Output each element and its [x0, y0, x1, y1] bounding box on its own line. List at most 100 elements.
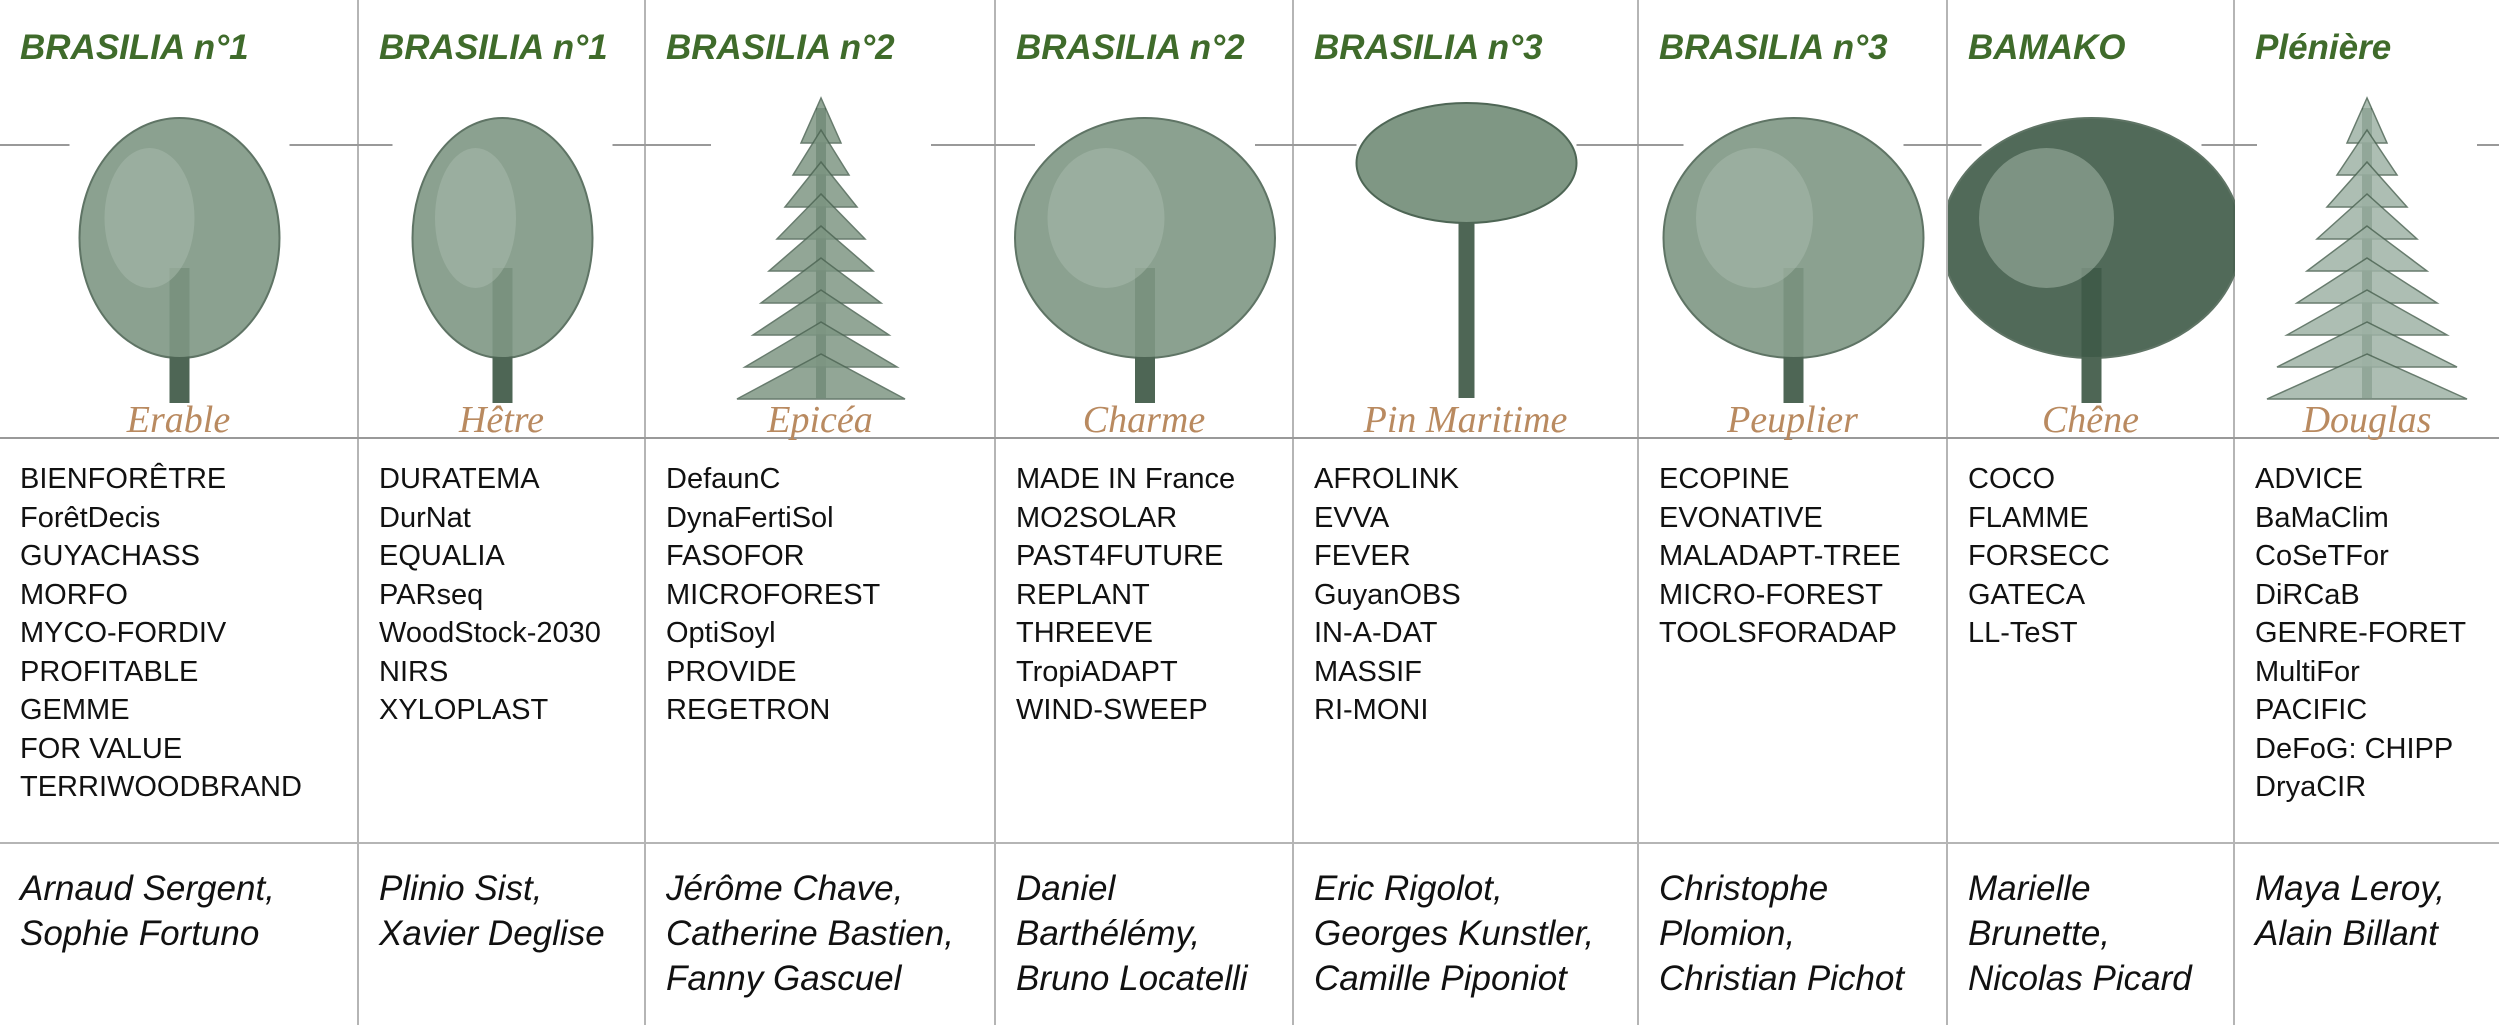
chair-line: Christian Pichot: [1659, 956, 1904, 1001]
tree-illustration: [359, 88, 646, 448]
project: CoSeTFor: [2255, 537, 2466, 576]
column: BRASILIA n°2CharmeMADE IN FranceMO2SOLAR…: [996, 0, 1294, 1025]
chair-line: Georges Kunstler,: [1314, 911, 1594, 956]
room-name: BRASILIA n°2: [1016, 28, 1245, 68]
project: FEVER: [1314, 537, 1461, 576]
chairs: Maya Leroy,Alain Billant: [2255, 866, 2445, 956]
project: EVONATIVE: [1659, 499, 1901, 538]
tree-drawing-part: [435, 148, 516, 288]
project: IN-A-DAT: [1314, 614, 1461, 653]
tree-name: Douglas: [2235, 398, 2499, 442]
project: LL-TeST: [1968, 614, 2110, 653]
tree-illustration: [2235, 88, 2499, 448]
chair-line: Fanny Gascuel: [666, 956, 954, 1001]
tree-illustration: [1948, 88, 2235, 448]
chair-line: Catherine Bastien,: [666, 911, 954, 956]
tree-illustration: [1294, 88, 1639, 448]
project: DurNat: [379, 499, 601, 538]
chair-line: Nicolas Picard: [1968, 956, 2192, 1001]
project: FLAMME: [1968, 499, 2110, 538]
project: PROFITABLE: [20, 653, 302, 692]
page: BRASILIA n°1ErableBIENFORÊTREForêtDecisG…: [0, 0, 2499, 1025]
project: NIRS: [379, 653, 601, 692]
project: GuyanOBS: [1314, 576, 1461, 615]
chair-line: Daniel: [1016, 866, 1248, 911]
tree-drawing-part: [1048, 148, 1165, 288]
project: MO2SOLAR: [1016, 499, 1235, 538]
project: AFROLINK: [1314, 460, 1461, 499]
project: DefaunC: [666, 460, 880, 499]
project: TOOLSFORADAP: [1659, 614, 1901, 653]
project: MALADAPT-TREE: [1659, 537, 1901, 576]
project: PROVIDE: [666, 653, 880, 692]
chairs: Eric Rigolot,Georges Kunstler,Camille Pi…: [1314, 866, 1594, 1001]
tree-drawing-part: [1357, 103, 1577, 223]
project: RI-MONI: [1314, 691, 1461, 730]
tree-illustration: [1639, 88, 1948, 448]
project: MICRO-FOREST: [1659, 576, 1901, 615]
project: OptiSoyl: [666, 614, 880, 653]
chair-line: Barthélémy,: [1016, 911, 1248, 956]
tree-name: Hêtre: [359, 398, 644, 442]
chair-line: Brunette,: [1968, 911, 2192, 956]
chairs: Plinio Sist,Xavier Deglise: [379, 866, 605, 956]
project: WoodStock-2030: [379, 614, 601, 653]
room-name: BRASILIA n°3: [1314, 28, 1543, 68]
chair-line: Alain Billant: [2255, 911, 2445, 956]
project: FASOFOR: [666, 537, 880, 576]
project: MASSIF: [1314, 653, 1461, 692]
chair-line: Camille Piponiot: [1314, 956, 1594, 1001]
project: TERRIWOODBRAND: [20, 768, 302, 807]
project: ForêtDecis: [20, 499, 302, 538]
chair-line: Plomion,: [1659, 911, 1904, 956]
project: MYCO-FORDIV: [20, 614, 302, 653]
project: DURATEMA: [379, 460, 601, 499]
project: MultiFor: [2255, 653, 2466, 692]
project: EQUALIA: [379, 537, 601, 576]
tree-name: Peuplier: [1639, 398, 1946, 442]
project: PARseq: [379, 576, 601, 615]
room-name: BRASILIA n°3: [1659, 28, 1888, 68]
tree-name: Epicéa: [646, 398, 994, 442]
project: THREEVE: [1016, 614, 1235, 653]
tree-drawing-part: [1459, 198, 1475, 398]
project: GENRE-FORET: [2255, 614, 2466, 653]
project: DryaCIR: [2255, 768, 2466, 807]
chair-line: Xavier Deglise: [379, 911, 605, 956]
project: GATECA: [1968, 576, 2110, 615]
tree-name: Charme: [996, 398, 1292, 442]
tree-name: Chêne: [1948, 398, 2233, 442]
project: GUYACHASS: [20, 537, 302, 576]
project: PAST4FUTURE: [1016, 537, 1235, 576]
room-name: BRASILIA n°1: [20, 28, 249, 68]
chair-line: Christophe: [1659, 866, 1904, 911]
chair-line: Arnaud Sergent,: [20, 866, 275, 911]
room-name: BAMAKO: [1968, 28, 2125, 68]
project: XYLOPLAST: [379, 691, 601, 730]
project: FORSECC: [1968, 537, 2110, 576]
chair-line: Maya Leroy,: [2255, 866, 2445, 911]
chair-line: Jérôme Chave,: [666, 866, 954, 911]
chair-line: Plinio Sist,: [379, 866, 605, 911]
chair-line: Marielle: [1968, 866, 2192, 911]
chair-line: Sophie Fortuno: [20, 911, 275, 956]
project: TropiADAPT: [1016, 653, 1235, 692]
tree-name: Erable: [0, 398, 357, 442]
project: BIENFORÊTRE: [20, 460, 302, 499]
chair-line: Eric Rigolot,: [1314, 866, 1594, 911]
tree-illustration: [0, 88, 359, 448]
project: DynaFertiSol: [666, 499, 880, 538]
chairs: Jérôme Chave,Catherine Bastien,Fanny Gas…: [666, 866, 954, 1001]
room-name: BRASILIA n°1: [379, 28, 608, 68]
